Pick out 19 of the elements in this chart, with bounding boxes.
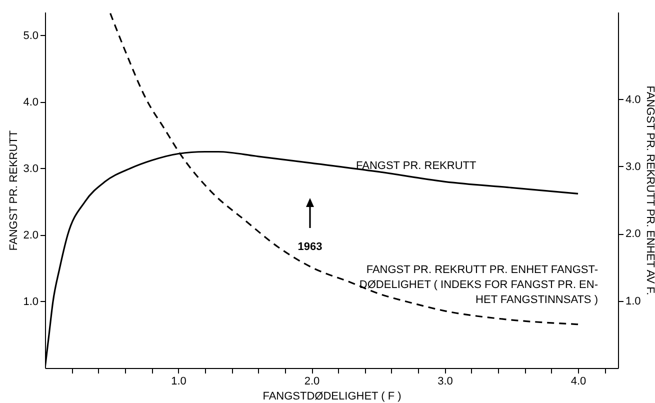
x-tick-label: 1.0 bbox=[171, 376, 186, 388]
y-tick-label: 3.0 bbox=[23, 162, 38, 175]
y-tick-label: 5.0 bbox=[23, 30, 38, 42]
x-tick-label: 2.0 bbox=[304, 376, 320, 388]
y2-tick-label: 2.0 bbox=[626, 228, 641, 240]
y2-axis-title: FANGST PR. REKRUTT PR. ENHET AV F. bbox=[644, 86, 655, 296]
y-tick-label: 2.0 bbox=[23, 229, 38, 242]
x-tick-label: 4.0 bbox=[570, 376, 586, 388]
y2-tick-label: 4.0 bbox=[626, 94, 641, 106]
series-label: FANGST PR. REKRUTT bbox=[356, 160, 476, 172]
x-tick-label: 3.0 bbox=[438, 376, 453, 388]
series-label: FANGST PR. REKRUTT PR. ENHET FANGST-DØDELIGHET ( INDEKS FOR FANGST PR. EN-HET FANGSTINNSATS ) bbox=[359, 264, 598, 306]
y-tick-label: 1.0 bbox=[23, 296, 38, 308]
y2-tick-label: 3.0 bbox=[626, 160, 641, 173]
y-tick-label: 4.0 bbox=[23, 96, 38, 108]
y2-tick-label: 1.0 bbox=[626, 295, 641, 308]
y-axis-title: FANGST PR. REKRUTT bbox=[8, 130, 20, 251]
annotation: 1963 bbox=[298, 241, 322, 253]
x-axis-title: FANGSTDØDELIGHET ( F ) bbox=[262, 390, 402, 402]
